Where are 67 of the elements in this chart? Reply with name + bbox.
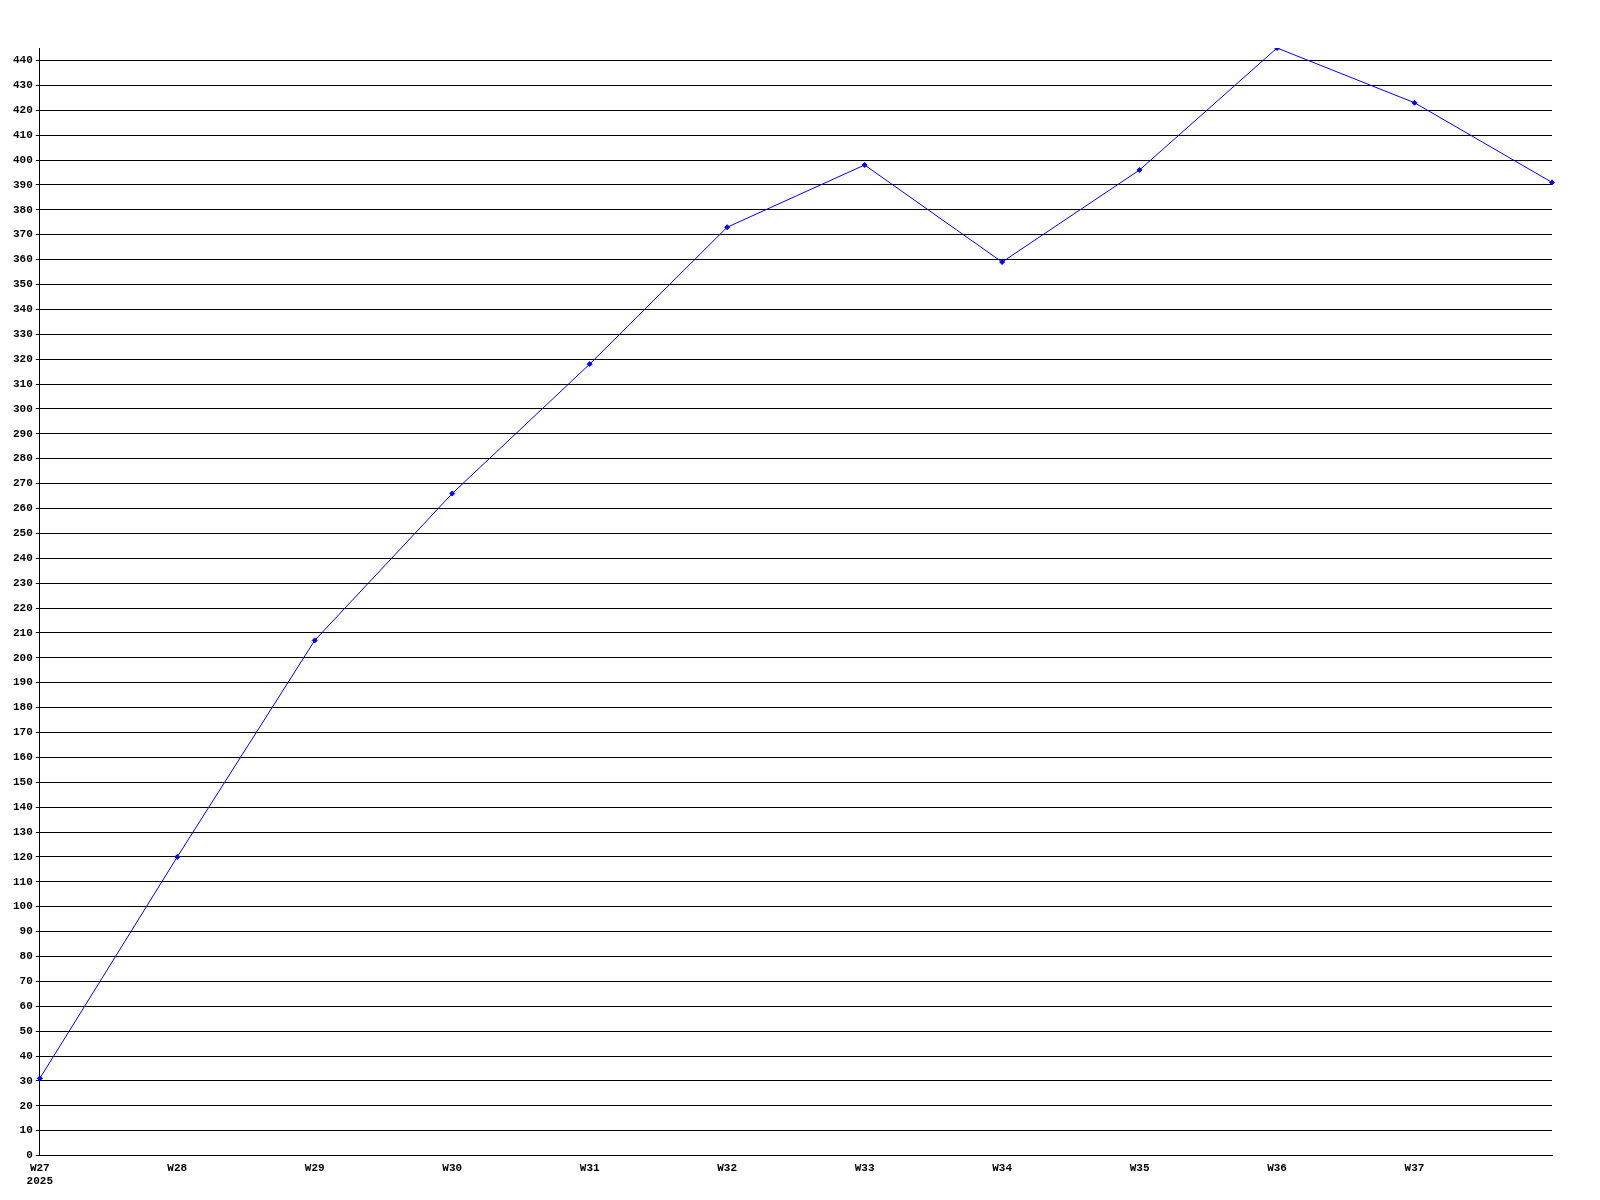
y-tick-label: 200 [12, 651, 33, 664]
y-tick-label: 140 [12, 800, 33, 813]
y-tick-label: 310 [12, 377, 33, 390]
point [1549, 179, 1555, 186]
y-tick-label: 0 [26, 1149, 33, 1162]
point [586, 361, 593, 368]
y-tick-label: 320 [12, 352, 33, 365]
point [449, 490, 456, 497]
y-tick-label: 210 [12, 626, 33, 639]
x-tick-label: W32 [717, 1161, 738, 1174]
y-tick-label: 230 [12, 576, 33, 589]
y-tick-label: 130 [12, 825, 33, 838]
y-tick-label: 400 [12, 153, 33, 166]
y-tick-label: 120 [12, 850, 33, 863]
y-tick-label: 40 [19, 1049, 33, 1062]
point [174, 853, 181, 860]
y-tick-label: 90 [19, 925, 33, 938]
y-tick-label: 10 [19, 1124, 33, 1137]
y-tick-label: 100 [12, 900, 33, 913]
y-tick-label: 360 [12, 253, 33, 266]
x-tick-label: W37 [1404, 1161, 1425, 1174]
point [311, 637, 318, 644]
point [1136, 166, 1143, 173]
y-tick-label: 380 [12, 203, 33, 216]
y-tick-label: 180 [12, 701, 33, 714]
y-tick-label: 240 [12, 552, 33, 565]
y-tick-label: 270 [12, 477, 33, 490]
y-tick-label: 390 [12, 178, 33, 191]
y-tick-label: 290 [12, 427, 33, 440]
point [1411, 99, 1418, 106]
point [999, 259, 1006, 266]
x-tick-label: W29 [304, 1161, 325, 1174]
y-tick-label: 330 [12, 328, 33, 340]
point [861, 161, 868, 168]
y-tick-label: 350 [12, 278, 33, 291]
x-tick-label: W34 [992, 1161, 1013, 1174]
y-tick-label: 70 [19, 975, 33, 988]
y-tick-label: 440 [12, 54, 33, 67]
x-tick-label: W36 [1267, 1161, 1287, 1174]
y-tick-label: 50 [19, 1024, 33, 1037]
y-tick-label: 190 [12, 676, 33, 689]
point [724, 224, 731, 231]
x-tick-label: W33 [854, 1161, 875, 1174]
x-tick-label: W35 [1129, 1161, 1150, 1174]
y-tick-label: 280 [12, 452, 33, 465]
y-tick-label: 160 [12, 751, 33, 764]
y-tick-label: 420 [12, 103, 33, 116]
y-tick-label: 260 [12, 502, 33, 515]
x-tick-label: W28 [167, 1161, 188, 1174]
y-tick-label: 20 [19, 1099, 33, 1112]
y-tick-label: 370 [12, 228, 33, 241]
y-tick-label: 220 [12, 601, 33, 614]
y-tick-label: 430 [12, 79, 33, 92]
y-tick-label: 80 [19, 950, 33, 963]
y-tick-label: 410 [12, 128, 33, 141]
y-tick-label: 340 [12, 303, 33, 316]
x-tick-label: W31 [579, 1161, 600, 1174]
y-tick-label: 300 [12, 402, 33, 415]
point [36, 1075, 43, 1082]
y-tick-label: 250 [12, 527, 33, 540]
x-tick-label: W27 2025 [26, 1161, 54, 1188]
y-tick-label: 150 [12, 776, 33, 789]
y-tick-label: 170 [12, 726, 33, 739]
x-tick-label: W30 [442, 1161, 463, 1174]
y-tick-label: 60 [19, 1000, 33, 1013]
y-tick-label: 30 [19, 1074, 33, 1087]
y-tick-label: 110 [12, 875, 33, 888]
